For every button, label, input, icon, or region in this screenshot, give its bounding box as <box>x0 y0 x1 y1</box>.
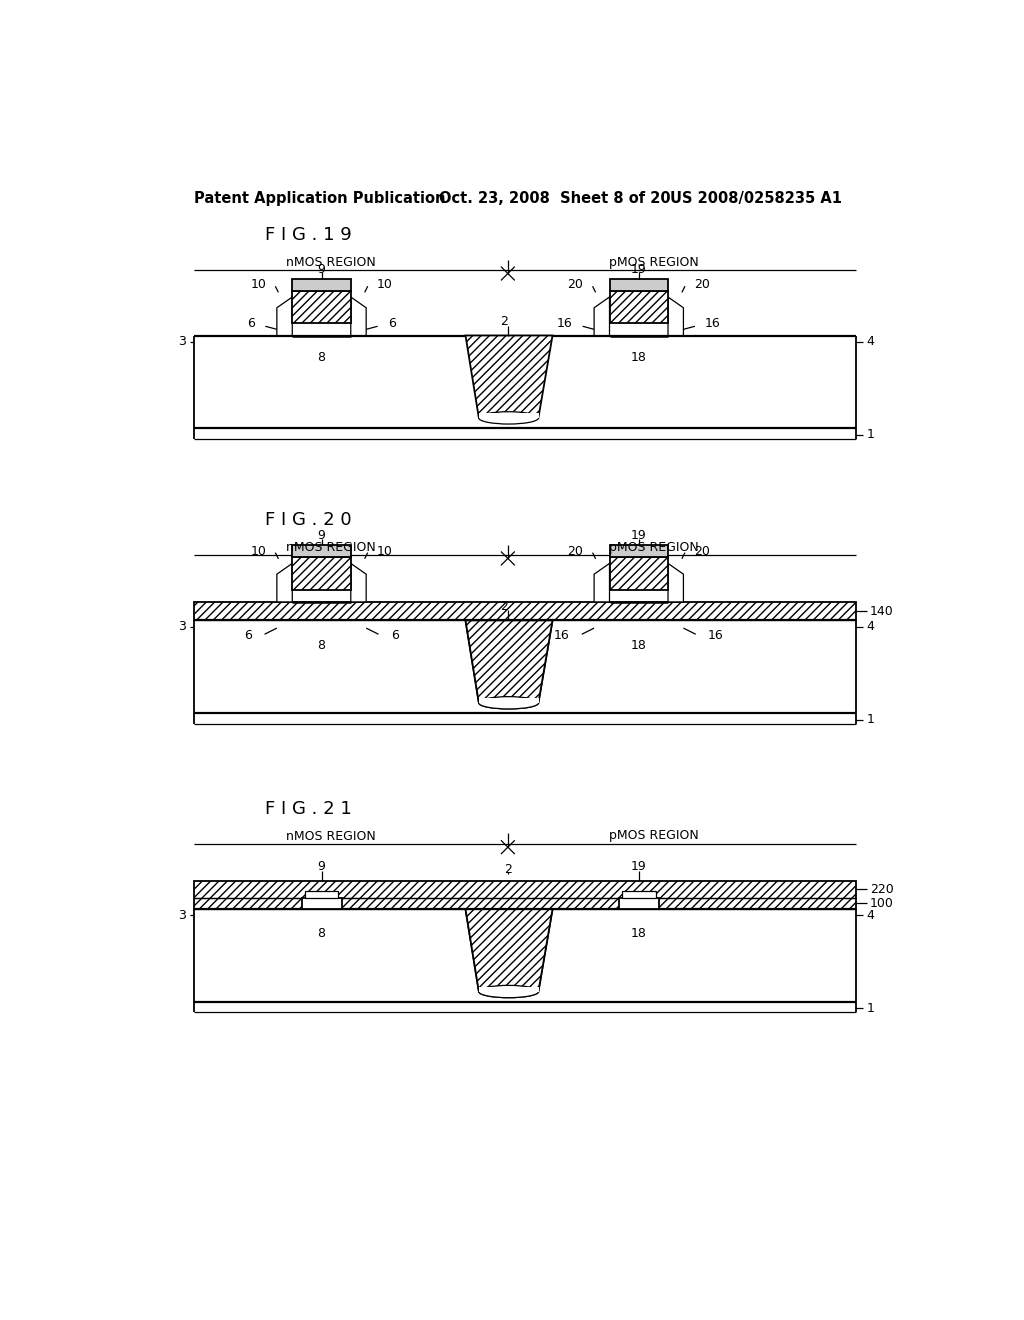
Ellipse shape <box>478 985 539 998</box>
Bar <box>609 279 668 290</box>
Text: 8: 8 <box>317 927 326 940</box>
Polygon shape <box>466 909 553 990</box>
Bar <box>194 880 856 909</box>
Text: 4: 4 <box>866 908 874 921</box>
Text: 20: 20 <box>567 545 584 557</box>
Text: 6: 6 <box>388 317 395 330</box>
Text: 10: 10 <box>250 279 266 292</box>
Text: 16: 16 <box>557 317 572 330</box>
Bar <box>292 279 351 290</box>
Bar <box>466 879 553 911</box>
Text: 18: 18 <box>631 639 647 652</box>
Text: nMOS REGION: nMOS REGION <box>286 256 376 269</box>
Polygon shape <box>351 564 367 602</box>
Bar <box>292 290 351 323</box>
Text: 3: 3 <box>178 908 186 921</box>
Bar <box>478 987 539 991</box>
Text: 19: 19 <box>631 263 646 276</box>
Text: nMOS REGION: nMOS REGION <box>286 541 376 554</box>
Text: 1: 1 <box>866 713 874 726</box>
Text: Oct. 23, 2008  Sheet 8 of 20: Oct. 23, 2008 Sheet 8 of 20 <box>438 191 670 206</box>
Bar <box>301 898 342 909</box>
Bar <box>304 891 339 898</box>
Polygon shape <box>668 297 683 335</box>
Bar <box>609 557 668 590</box>
Bar <box>478 987 539 991</box>
Text: 2: 2 <box>500 601 508 612</box>
Polygon shape <box>594 297 609 335</box>
Text: 1: 1 <box>866 428 874 441</box>
Text: 220: 220 <box>869 883 894 896</box>
Ellipse shape <box>478 697 539 709</box>
Polygon shape <box>466 909 553 990</box>
Text: pMOS REGION: pMOS REGION <box>609 256 699 269</box>
Text: 140: 140 <box>869 605 894 618</box>
Text: F I G . 2 1: F I G . 2 1 <box>265 800 352 818</box>
Text: 16: 16 <box>705 317 721 330</box>
Bar <box>292 557 351 590</box>
Text: 20: 20 <box>694 279 710 292</box>
Text: 19: 19 <box>631 861 646 874</box>
Text: 6: 6 <box>248 317 255 330</box>
Bar <box>609 545 668 557</box>
Text: 18: 18 <box>631 927 647 940</box>
Text: 16: 16 <box>554 630 569 643</box>
Text: 3: 3 <box>178 620 186 634</box>
Text: 6: 6 <box>245 630 252 643</box>
Bar <box>609 290 668 323</box>
Text: pMOS REGION: pMOS REGION <box>609 541 699 554</box>
Text: US 2008/0258235 A1: US 2008/0258235 A1 <box>670 191 842 206</box>
Text: 9: 9 <box>317 529 326 543</box>
Polygon shape <box>276 564 292 602</box>
Text: 8: 8 <box>317 639 326 652</box>
Text: 4: 4 <box>866 620 874 634</box>
Text: 20: 20 <box>567 279 584 292</box>
Text: pMOS REGION: pMOS REGION <box>609 829 699 842</box>
Text: F I G . 2 0: F I G . 2 0 <box>265 511 352 529</box>
Ellipse shape <box>478 985 539 998</box>
Text: 9: 9 <box>317 861 326 874</box>
Text: 9: 9 <box>317 263 326 276</box>
Bar <box>618 898 658 909</box>
Polygon shape <box>594 564 609 602</box>
Text: 3: 3 <box>178 335 186 348</box>
Text: 1: 1 <box>866 1002 874 1015</box>
Text: 8: 8 <box>317 351 326 363</box>
Text: 19: 19 <box>631 529 646 543</box>
Text: 18: 18 <box>631 351 647 363</box>
Polygon shape <box>466 335 553 416</box>
Text: 2: 2 <box>500 315 508 329</box>
Text: nMOS REGION: nMOS REGION <box>286 829 376 842</box>
Text: F I G . 1 9: F I G . 1 9 <box>265 227 352 244</box>
Bar <box>478 698 539 702</box>
Text: 2: 2 <box>504 862 512 875</box>
Polygon shape <box>466 620 553 701</box>
Polygon shape <box>466 620 553 701</box>
Bar <box>478 698 539 702</box>
Bar <box>292 545 351 557</box>
Text: 20: 20 <box>694 545 710 557</box>
Text: 16: 16 <box>708 630 724 643</box>
Ellipse shape <box>478 697 539 709</box>
Polygon shape <box>276 297 292 335</box>
Text: 10: 10 <box>250 545 266 557</box>
Ellipse shape <box>478 412 539 424</box>
Bar <box>194 602 856 620</box>
Bar <box>478 413 539 418</box>
Text: 10: 10 <box>377 279 393 292</box>
Polygon shape <box>668 564 683 602</box>
Text: Patent Application Publication: Patent Application Publication <box>194 191 445 206</box>
Bar <box>622 891 655 898</box>
Polygon shape <box>351 297 367 335</box>
Text: 6: 6 <box>391 630 398 643</box>
Text: 10: 10 <box>377 545 393 557</box>
Bar <box>466 601 553 622</box>
Text: 100: 100 <box>869 896 894 909</box>
Text: 4: 4 <box>866 335 874 348</box>
